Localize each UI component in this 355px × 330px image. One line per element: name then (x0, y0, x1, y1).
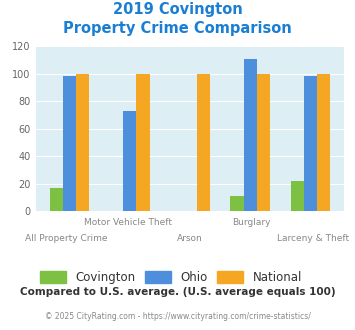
Text: Motor Vehicle Theft: Motor Vehicle Theft (84, 218, 172, 227)
Bar (304, 77, 317, 211)
Text: Arson: Arson (177, 234, 203, 243)
Text: 2019 Covington: 2019 Covington (113, 2, 242, 16)
Text: Burglary: Burglary (233, 218, 271, 227)
Text: Larceny & Theft: Larceny & Theft (277, 234, 350, 243)
Bar (63, 77, 76, 211)
Bar (50, 188, 63, 211)
Bar (197, 74, 210, 211)
Bar (76, 74, 89, 211)
Bar (136, 74, 149, 211)
Bar (244, 59, 257, 211)
Text: Property Crime Comparison: Property Crime Comparison (63, 21, 292, 36)
Text: Compared to U.S. average. (U.S. average equals 100): Compared to U.S. average. (U.S. average … (20, 287, 335, 297)
Bar (317, 74, 330, 211)
Bar (257, 74, 270, 211)
Bar (290, 181, 304, 211)
Text: © 2025 CityRating.com - https://www.cityrating.com/crime-statistics/: © 2025 CityRating.com - https://www.city… (45, 312, 310, 321)
Text: All Property Crime: All Property Crime (25, 234, 108, 243)
Legend: Covington, Ohio, National: Covington, Ohio, National (35, 267, 307, 289)
Bar (123, 111, 136, 211)
Bar (230, 196, 244, 211)
